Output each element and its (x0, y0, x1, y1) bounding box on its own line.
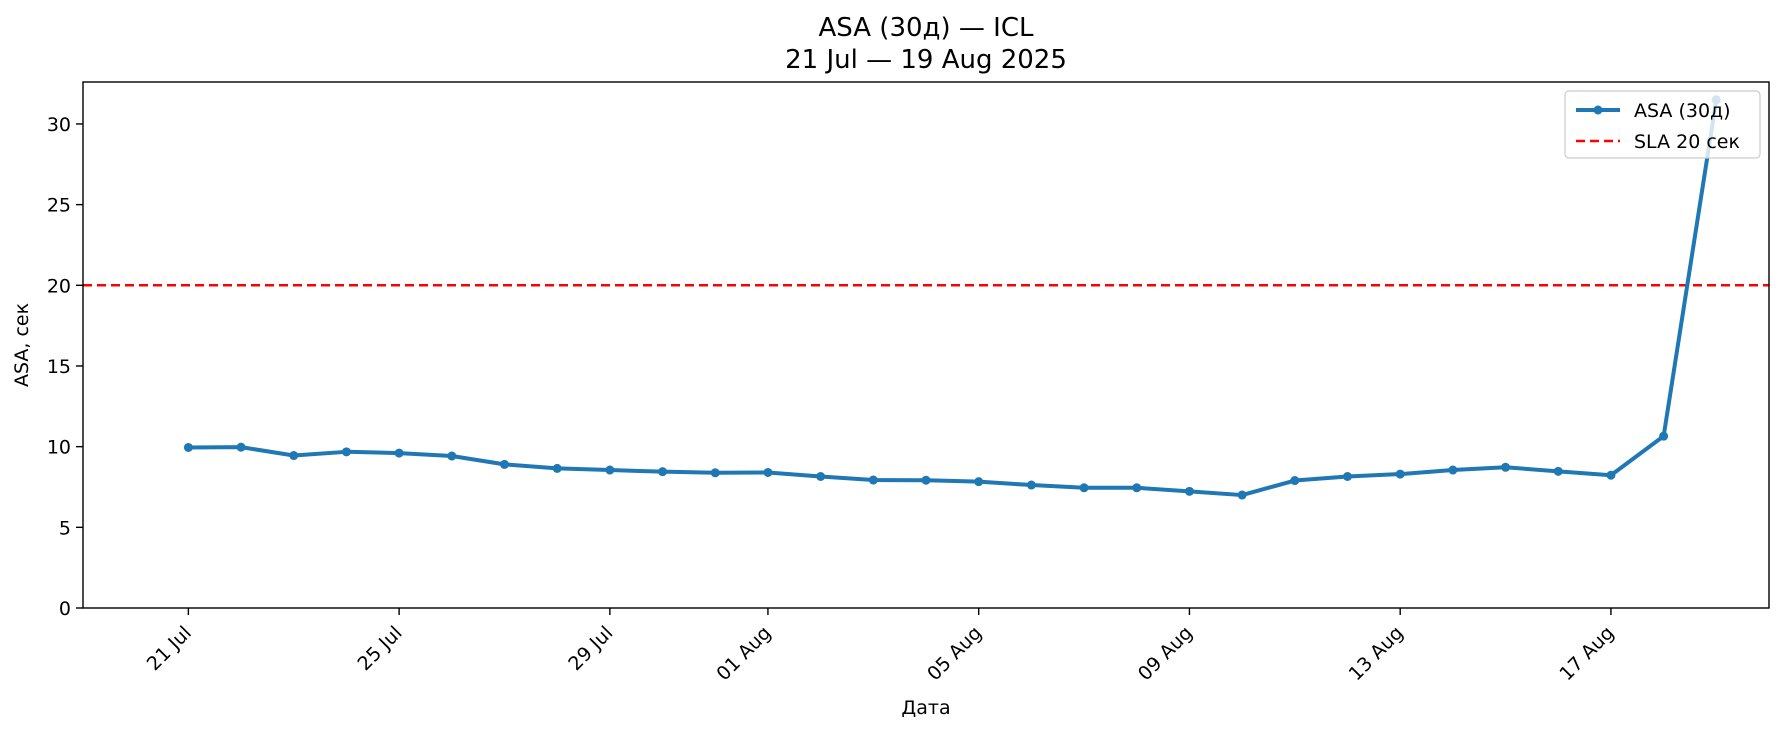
data-point (1553, 466, 1563, 476)
chart-title: ASA (30д) — ICL (818, 13, 1034, 43)
y-tick-label: 30 (47, 114, 71, 136)
data-point (816, 472, 826, 481)
data-point (447, 451, 457, 461)
y-tick-label: 10 (47, 437, 71, 459)
data-point (1184, 486, 1194, 496)
data-point (183, 442, 193, 452)
data-point (500, 459, 509, 469)
y-tick-label: 0 (59, 598, 71, 620)
data-point (1448, 465, 1458, 475)
data-point (1606, 470, 1616, 480)
data-point (1395, 469, 1405, 479)
legend: ASA (30д) SLA 20 сек (1564, 90, 1761, 159)
data-point (1290, 476, 1300, 486)
y-tick-label: 25 (47, 195, 71, 217)
chart-subtitle: 21 Jul — 19 Aug 2025 (785, 45, 1067, 75)
data-point (763, 467, 773, 477)
y-tick-label: 15 (47, 356, 71, 378)
data-point (1026, 480, 1036, 490)
x-axis-label: Дата (901, 697, 950, 719)
legend-label-asa: ASA (30д) (1634, 100, 1731, 122)
data-point (1343, 472, 1352, 481)
data-series (183, 95, 1721, 500)
data-point (658, 467, 668, 477)
data-point (289, 451, 299, 461)
plot-frame (82, 81, 1770, 609)
y-tick-label: 5 (59, 517, 71, 539)
data-point (1501, 462, 1511, 472)
data-point (868, 475, 878, 485)
y-axis-label: ASA, сек (11, 303, 33, 387)
data-point (921, 475, 931, 485)
data-point (1132, 483, 1142, 493)
data-point (1079, 483, 1089, 493)
y-axis-ticks: 0 5 10 15 20 25 30 (47, 114, 83, 620)
series-line-asa (186, 97, 1719, 498)
data-point (974, 477, 984, 487)
data-point (605, 465, 615, 475)
legend-label-sla: SLA 20 сек (1634, 131, 1740, 153)
y-tick-label: 20 (47, 275, 71, 297)
data-point (552, 463, 562, 473)
data-point (236, 442, 246, 452)
legend-marker-asa (1593, 105, 1603, 115)
data-point (1237, 490, 1247, 500)
data-point (341, 447, 351, 457)
data-point (710, 468, 720, 478)
data-point (1659, 431, 1669, 441)
data-point (394, 448, 404, 458)
legend-box (1564, 90, 1761, 159)
